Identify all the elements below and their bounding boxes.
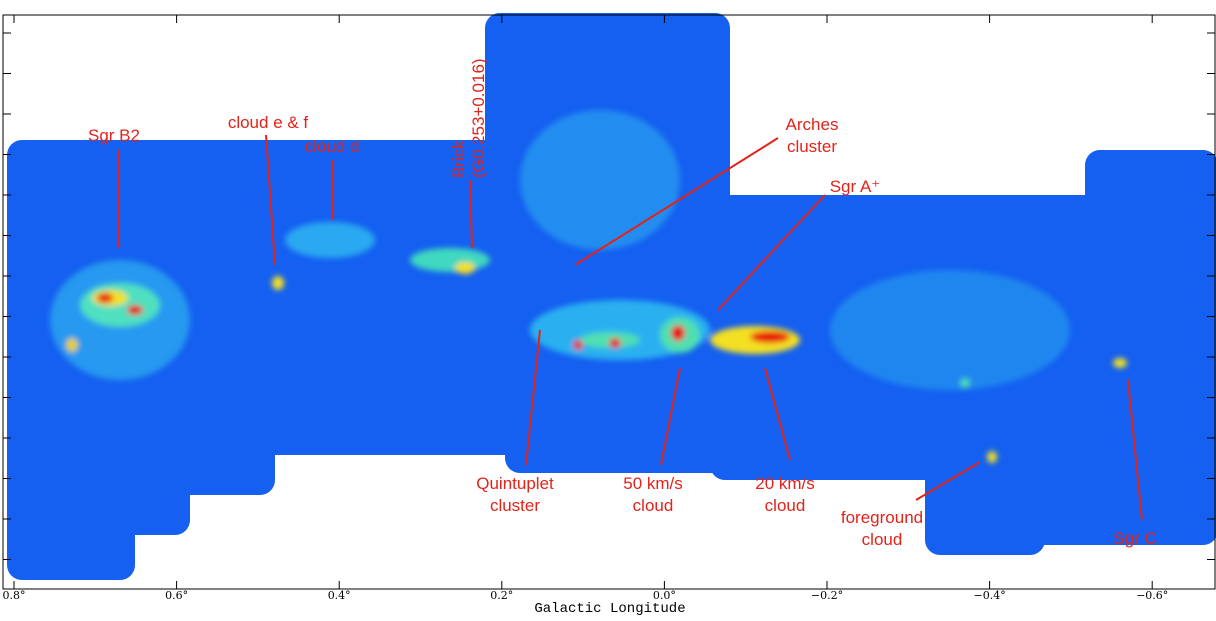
x-tick-label: 0.2° (490, 589, 513, 602)
x-tick-label: 0.6° (165, 589, 188, 602)
annotation: foreground (841, 508, 923, 527)
annotation: 20 km/s (755, 474, 815, 493)
x-tick-label: 0.0° (653, 589, 676, 602)
annotation: cloud (765, 496, 806, 515)
annotation: 50 km/s (623, 474, 683, 493)
x-tick-label: −0.2° (811, 589, 843, 602)
annotation: Brick (449, 140, 468, 178)
annotation: Sgr B2 (88, 126, 140, 145)
annotation: (G0.253+0.016) (469, 58, 488, 178)
annotation: cloud d (305, 137, 360, 156)
figure: Galactic Longitude 0.8° 0.6° 0.4° 0.2° 0.0° −… (0, 0, 1216, 621)
x-tick-label: −0.6° (1136, 589, 1168, 602)
annotation: Arches (786, 115, 839, 134)
map (22, 28, 1203, 565)
annotation: Quintuplet (476, 474, 554, 493)
x-tick-label: −0.4° (973, 589, 1005, 602)
annotation: cloud (633, 496, 674, 515)
annotation: cloud (862, 530, 903, 549)
annotation: cluster (787, 137, 837, 156)
annotation: cluster (490, 496, 540, 515)
x-tick-label: 0.4° (328, 589, 351, 602)
annotation: cloud e & f (228, 113, 309, 132)
x-axis-label: Galactic Longitude (534, 601, 685, 617)
annotation: Sgr A⁺ (830, 177, 881, 196)
annotation: Sgr C (1113, 529, 1156, 548)
x-tick-label: 0.8° (3, 589, 26, 602)
